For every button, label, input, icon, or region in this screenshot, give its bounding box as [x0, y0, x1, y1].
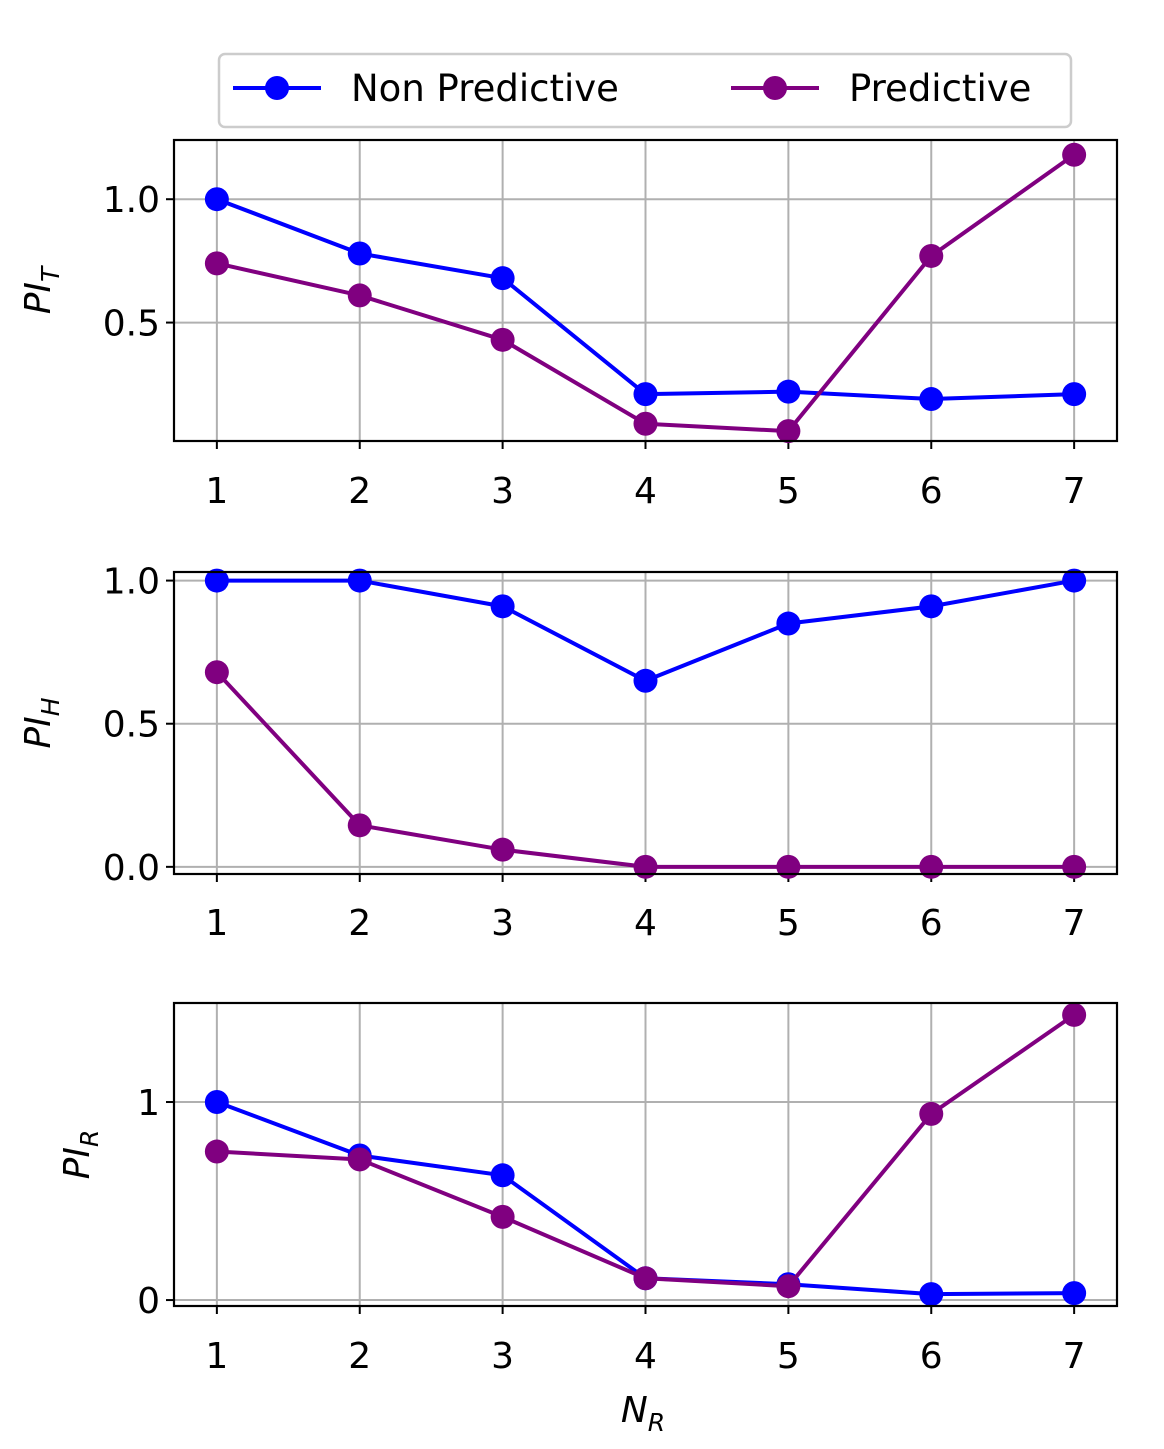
data-point-predictive: [633, 411, 658, 436]
subplot-1: 1 2 3 4 5 6 7 0.5 1.0 PIT: [18, 138, 1119, 512]
data-point-predictive: [490, 837, 515, 862]
x-tick-label: 1: [205, 903, 228, 944]
x-tick-label: 7: [1063, 903, 1086, 944]
x-tick-label: 3: [491, 1336, 514, 1377]
y-axis-label: PIH: [18, 697, 65, 748]
y-tick-label: 0.5: [103, 304, 160, 345]
legend-label-predictive: Predictive: [849, 67, 1031, 110]
data-point-predictive: [204, 251, 229, 276]
data-point-predictive: [776, 854, 801, 879]
legend: Non Predictive Predictive: [217, 52, 1073, 129]
x-tick-label: 5: [777, 1336, 800, 1377]
data-point-non-predictive: [347, 568, 372, 593]
data-point-non-predictive: [919, 387, 944, 412]
y-axis-label: PIR: [57, 1130, 104, 1180]
y-tick-label: 1.0: [103, 180, 160, 221]
x-tick-label: 5: [777, 471, 800, 512]
x-tick-label: 7: [1063, 471, 1086, 512]
data-point-non-predictive: [633, 382, 658, 407]
y-tick-label: 0: [137, 1281, 160, 1322]
data-point-non-predictive: [204, 187, 229, 212]
legend-label-non-predictive: Non Predictive: [351, 67, 619, 110]
data-point-predictive: [347, 813, 372, 838]
data-point-predictive: [633, 1266, 658, 1291]
y-tick-label: 0.0: [103, 848, 160, 889]
legend-box: [217, 52, 1073, 129]
y-axis-label-main: PI: [57, 1147, 98, 1179]
x-axis-label: NR: [621, 1390, 665, 1437]
x-tick-label: 6: [920, 903, 943, 944]
data-point-predictive: [776, 419, 801, 444]
data-point-non-predictive: [490, 266, 515, 291]
x-tick-label: 4: [634, 903, 657, 944]
legend-marker-predictive: [763, 76, 787, 100]
data-point-predictive: [633, 854, 658, 879]
x-tick-label: 2: [348, 1336, 371, 1377]
y-axis-label-sub: R: [75, 1130, 104, 1147]
x-axis-label-main: N: [621, 1390, 648, 1431]
data-point-predictive: [490, 1204, 515, 1229]
data-point-predictive: [490, 327, 515, 352]
data-point-predictive: [347, 283, 372, 308]
data-point-non-predictive: [919, 594, 944, 619]
y-axis-label-main: PI: [18, 716, 59, 748]
subplot-2: 1 2 3 4 5 6 7 0.0 0.5 1.0 PIH: [18, 562, 1119, 944]
subplot-3: 1 2 3 4 5 6 7 0 1 PIR: [57, 1001, 1119, 1377]
x-tick-label: 3: [491, 903, 514, 944]
data-point-predictive: [1062, 142, 1087, 167]
y-tick-label: 1.0: [103, 562, 160, 603]
data-point-predictive: [919, 854, 944, 879]
legend-marker-non-predictive: [265, 76, 289, 100]
x-tick-label: 6: [920, 471, 943, 512]
data-point-non-predictive: [1062, 568, 1087, 593]
data-point-non-predictive: [1062, 382, 1087, 407]
y-tick-label: 1: [137, 1083, 160, 1124]
data-point-non-predictive: [490, 594, 515, 619]
x-tick-label: 2: [348, 903, 371, 944]
plot-frame: [172, 138, 1119, 443]
data-point-non-predictive: [204, 1090, 229, 1115]
data-point-predictive: [1062, 854, 1087, 879]
data-point-predictive: [776, 1274, 801, 1299]
data-point-non-predictive: [1062, 1281, 1087, 1306]
data-point-non-predictive: [204, 568, 229, 593]
data-point-predictive: [919, 243, 944, 268]
plot-frame: [172, 570, 1119, 876]
data-point-non-predictive: [633, 668, 658, 693]
data-point-non-predictive: [347, 241, 372, 266]
data-point-predictive: [1062, 1002, 1087, 1027]
x-tick-label: 2: [348, 471, 371, 512]
data-point-non-predictive: [919, 1282, 944, 1307]
data-point-predictive: [204, 1139, 229, 1164]
x-tick-label: 3: [491, 471, 514, 512]
data-point-non-predictive: [776, 379, 801, 404]
x-tick-label: 4: [634, 1336, 657, 1377]
y-tick-label: 0.5: [103, 705, 160, 746]
plot-frame: [172, 1001, 1119, 1308]
y-axis-label-sub: T: [36, 265, 65, 282]
data-point-non-predictive: [490, 1163, 515, 1188]
x-tick-label: 5: [777, 903, 800, 944]
data-point-predictive: [347, 1147, 372, 1172]
x-tick-label: 1: [205, 1336, 228, 1377]
y-axis-label: PIT: [18, 265, 65, 314]
x-tick-label: 6: [920, 1336, 943, 1377]
y-axis-label-main: PI: [18, 282, 59, 314]
x-axis-label-sub: R: [648, 1408, 665, 1437]
x-tick-label: 7: [1063, 1336, 1086, 1377]
y-axis-label-sub: H: [36, 697, 65, 716]
x-tick-label: 4: [634, 471, 657, 512]
data-point-predictive: [204, 660, 229, 685]
x-tick-label: 1: [205, 471, 228, 512]
data-point-predictive: [919, 1101, 944, 1126]
data-point-non-predictive: [776, 611, 801, 636]
